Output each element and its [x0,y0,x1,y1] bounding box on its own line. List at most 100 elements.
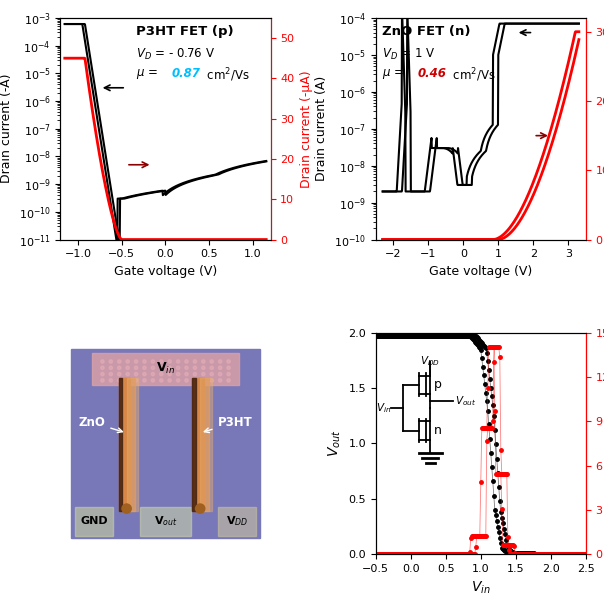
Text: P3HT FET (p): P3HT FET (p) [136,24,234,38]
Circle shape [159,366,163,370]
Circle shape [202,360,205,363]
Circle shape [168,366,172,370]
X-axis label: Gate voltage (V): Gate voltage (V) [429,265,532,278]
Circle shape [109,378,112,382]
Y-axis label: Drain current (-μA): Drain current (-μA) [300,70,313,188]
Circle shape [109,366,112,370]
Text: cm$^2$/Vs: cm$^2$/Vs [204,67,250,84]
Text: $V_D$ = 1 V: $V_D$ = 1 V [382,46,435,62]
Circle shape [134,360,138,363]
Circle shape [151,372,155,375]
Text: V$_{in}$: V$_{in}$ [156,361,175,377]
Circle shape [176,372,180,375]
Circle shape [151,378,155,382]
Circle shape [168,372,172,375]
Text: GND: GND [80,516,108,526]
Circle shape [219,360,222,363]
Y-axis label: Drain current (-A): Drain current (-A) [0,74,13,184]
Circle shape [202,378,205,382]
Circle shape [126,360,129,363]
Circle shape [143,372,146,375]
Circle shape [227,378,230,382]
Text: $\mu$ =: $\mu$ = [136,67,159,80]
Text: 0.87: 0.87 [172,67,201,80]
Circle shape [143,360,146,363]
Bar [197,378,208,511]
Circle shape [109,360,112,363]
Text: $V_D$ = - 0.76 V: $V_D$ = - 0.76 V [136,46,215,62]
Circle shape [176,360,180,363]
Bar [119,378,122,511]
X-axis label: $V_{in}$: $V_{in}$ [471,579,490,596]
Circle shape [118,360,121,363]
Bar [92,353,239,384]
Circle shape [193,360,197,363]
Circle shape [126,378,129,382]
Bar [127,378,138,511]
Circle shape [168,360,172,363]
Bar [140,507,191,536]
Circle shape [134,372,138,375]
Circle shape [185,372,188,375]
Circle shape [185,366,188,370]
Text: V$_{DD}$: V$_{DD}$ [226,514,248,528]
X-axis label: Gate voltage (V): Gate voltage (V) [114,265,217,278]
Circle shape [151,366,155,370]
Circle shape [143,378,146,382]
Circle shape [210,360,213,363]
Text: ZnO: ZnO [79,416,123,433]
Bar [75,507,113,536]
Circle shape [101,372,104,375]
Bar [193,378,204,511]
Bar [218,507,256,536]
Circle shape [109,372,112,375]
Circle shape [168,378,172,382]
Circle shape [176,366,180,370]
Circle shape [118,378,121,382]
Circle shape [210,372,213,375]
Circle shape [159,372,163,375]
Circle shape [196,504,205,513]
Bar [200,378,212,511]
Circle shape [210,378,213,382]
Circle shape [126,366,129,370]
Circle shape [219,372,222,375]
Circle shape [193,366,197,370]
Circle shape [101,366,104,370]
Circle shape [118,372,121,375]
Circle shape [126,372,129,375]
Circle shape [219,366,222,370]
Text: P3HT: P3HT [204,416,252,433]
Circle shape [227,372,230,375]
Circle shape [176,378,180,382]
Circle shape [159,360,163,363]
Text: cm$^2$/Vs: cm$^2$/Vs [449,67,496,84]
Circle shape [159,378,163,382]
Circle shape [185,378,188,382]
Circle shape [151,360,155,363]
Circle shape [101,360,104,363]
Circle shape [134,366,138,370]
Circle shape [134,378,138,382]
Circle shape [227,366,230,370]
Circle shape [227,360,230,363]
Circle shape [219,378,222,382]
Circle shape [101,378,104,382]
Circle shape [193,378,197,382]
Y-axis label: Drain current (A): Drain current (A) [315,76,329,181]
Bar [119,378,130,511]
Circle shape [202,366,205,370]
Bar [123,378,135,511]
Circle shape [118,366,121,370]
Text: $\mu$ =: $\mu$ = [382,67,405,80]
Circle shape [210,366,213,370]
Y-axis label: $V_{out}$: $V_{out}$ [326,430,342,457]
Bar [193,378,196,511]
Text: V$_{out}$: V$_{out}$ [153,514,178,528]
Text: ZnO FET (n): ZnO FET (n) [382,24,471,38]
Circle shape [193,372,197,375]
Text: 0.46: 0.46 [418,67,446,80]
Circle shape [122,504,131,513]
Circle shape [185,360,188,363]
Circle shape [143,366,146,370]
